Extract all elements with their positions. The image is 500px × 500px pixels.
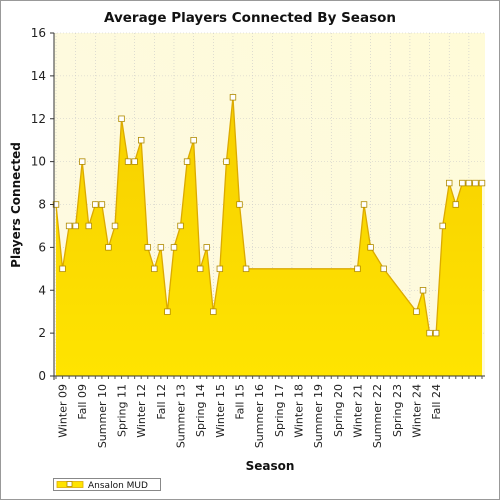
data-point xyxy=(131,158,138,165)
x-tick-label: Winter 21 xyxy=(351,384,364,438)
data-point xyxy=(419,287,427,294)
data-point xyxy=(164,308,171,315)
data-point xyxy=(190,136,197,144)
x-tick-label: Spring 11 xyxy=(116,384,129,437)
x-tick-label: Spring 17 xyxy=(273,384,286,437)
y-tick-label: 8 xyxy=(38,198,46,212)
x-tick-label: Spring 14 xyxy=(194,384,207,437)
data-point xyxy=(367,244,374,251)
data-point xyxy=(177,222,184,230)
data-point xyxy=(65,222,73,230)
y-tick-label: 4 xyxy=(38,283,46,297)
chart-title: Average Players Connected By Season xyxy=(104,10,396,26)
data-point xyxy=(183,158,191,165)
data-point xyxy=(459,179,466,187)
data-point xyxy=(203,244,210,251)
data-point xyxy=(105,244,112,251)
x-tick-label: Winter 09 xyxy=(57,384,70,438)
y-tick-label: 14 xyxy=(31,69,46,83)
data-point xyxy=(170,244,178,251)
series-markers xyxy=(52,94,486,337)
data-point xyxy=(223,158,230,165)
series-area xyxy=(56,97,482,376)
x-tick-label: Spring 23 xyxy=(391,384,404,437)
data-point xyxy=(98,201,106,208)
data-point xyxy=(196,265,204,273)
y-tick-label: 2 xyxy=(38,326,46,340)
legend: Ansalon MUD xyxy=(53,478,161,491)
data-point xyxy=(216,265,224,273)
y-tick-label: 0 xyxy=(38,369,46,383)
data-point xyxy=(124,158,132,165)
data-point xyxy=(242,265,250,273)
x-axis-title: Season xyxy=(246,459,295,473)
data-point xyxy=(432,329,440,337)
x-tick-label: Winter 12 xyxy=(135,384,148,438)
data-point xyxy=(236,201,243,208)
data-point xyxy=(92,201,99,208)
data-point xyxy=(72,222,79,230)
data-point xyxy=(118,115,125,122)
data-point xyxy=(360,201,368,208)
data-point xyxy=(111,222,119,230)
x-tick-label: Summer 13 xyxy=(175,384,188,448)
x-tick-label: Spring 20 xyxy=(332,384,345,437)
data-point xyxy=(354,265,361,273)
data-point xyxy=(59,265,66,273)
y-tick-label: 6 xyxy=(38,240,46,254)
data-point xyxy=(380,265,387,273)
data-point xyxy=(157,244,165,251)
x-tick-label: Summer 16 xyxy=(253,384,266,448)
y-tick-label: 10 xyxy=(31,155,46,169)
legend-label: Ansalon MUD xyxy=(88,481,148,491)
x-tick-label: Winter 24 xyxy=(410,384,423,438)
data-point xyxy=(472,179,479,187)
data-point xyxy=(85,222,92,230)
x-tick-label: Fall 24 xyxy=(430,384,443,420)
x-tick-label: Winter 18 xyxy=(292,384,305,438)
x-tick-label: Summer 19 xyxy=(312,384,325,448)
data-point xyxy=(465,179,473,187)
data-point xyxy=(229,94,237,101)
legend-marker xyxy=(66,481,73,487)
data-point xyxy=(446,179,453,187)
x-tick-label: Summer 22 xyxy=(371,384,384,448)
data-point xyxy=(426,329,433,337)
x-tick-label: Fall 15 xyxy=(234,384,247,420)
data-point xyxy=(439,222,446,230)
data-point xyxy=(478,179,486,187)
y-axis-title: Players Connected xyxy=(9,142,23,268)
x-tick-label: Fall 12 xyxy=(155,384,168,420)
data-point xyxy=(151,265,158,273)
data-point xyxy=(79,158,86,165)
x-tick-label: Winter 15 xyxy=(214,384,227,438)
y-tick-label: 12 xyxy=(31,112,46,126)
y-tick-label: 16 xyxy=(31,26,46,40)
data-point xyxy=(144,244,151,251)
data-point xyxy=(413,308,420,315)
x-tick-label: Summer 10 xyxy=(96,384,109,448)
x-tick-label: Fall 09 xyxy=(76,384,89,420)
data-point xyxy=(210,308,217,315)
data-point xyxy=(452,201,459,208)
data-point xyxy=(137,136,145,144)
